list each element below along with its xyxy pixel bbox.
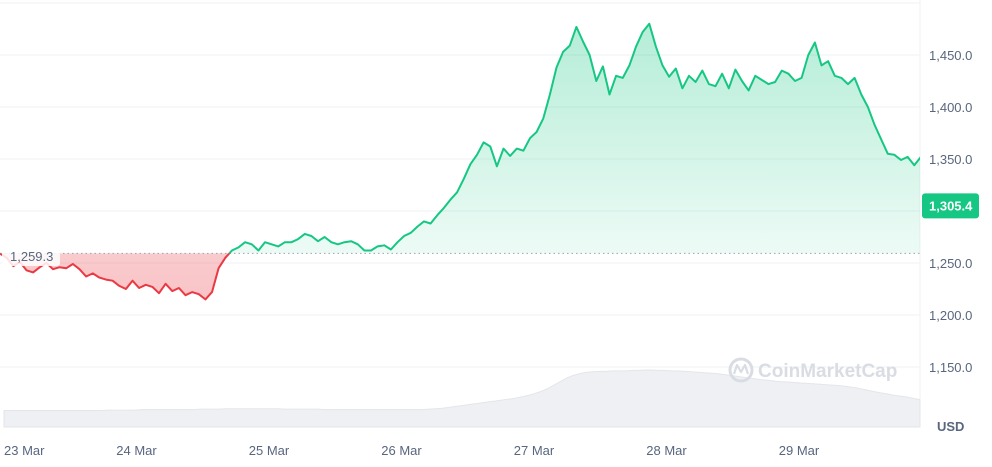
- y-tick-label: 1,450.0: [929, 48, 972, 63]
- y-tick-label: 1,250.0: [929, 256, 972, 271]
- current-price-badge: 1,305.4: [922, 193, 979, 219]
- baseline-price-label: 1,259.3: [2, 246, 60, 266]
- baseline-price-text: 1,259.3: [10, 249, 53, 264]
- y-tick-label: 1,150.0: [929, 360, 972, 375]
- y-tick-label: 1,200.0: [929, 308, 972, 323]
- y-tick-label: 1,400.0: [929, 100, 972, 115]
- price-line-below-baseline[interactable]: [0, 24, 928, 301]
- volume-area: [3, 369, 921, 428]
- x-tick-label: 27 Mar: [514, 443, 555, 458]
- x-axis: 23 Mar 24 Mar 25 Mar 26 Mar 27 Mar 28 Mar 29 M…: [4, 443, 820, 458]
- coinmarketcap-logo-icon: [728, 357, 754, 383]
- coinmarketcap-watermark: CoinMarketCap: [728, 357, 897, 383]
- price-area-above-baseline: [0, 23, 920, 254]
- x-tick-label: 23 Mar: [4, 443, 45, 458]
- y-axis: 1,450.0 1,400.0 1,350.0 1,250.0 1,200.0 1,150…: [929, 48, 972, 375]
- x-tick-label: 26 Mar: [381, 443, 422, 458]
- x-tick-label: 25 Mar: [249, 443, 290, 458]
- y-tick-label: 1,350.0: [929, 152, 972, 167]
- x-tick-label: 29 Mar: [779, 443, 820, 458]
- price-line-above-baseline[interactable]: [0, 22, 928, 300]
- current-price-text: 1,305.4: [929, 198, 973, 213]
- currency-label: USD: [937, 419, 964, 434]
- watermark-text: CoinMarketCap: [758, 361, 897, 382]
- x-tick-label: 28 Mar: [646, 443, 687, 458]
- x-tick-label: 24 Mar: [116, 443, 157, 458]
